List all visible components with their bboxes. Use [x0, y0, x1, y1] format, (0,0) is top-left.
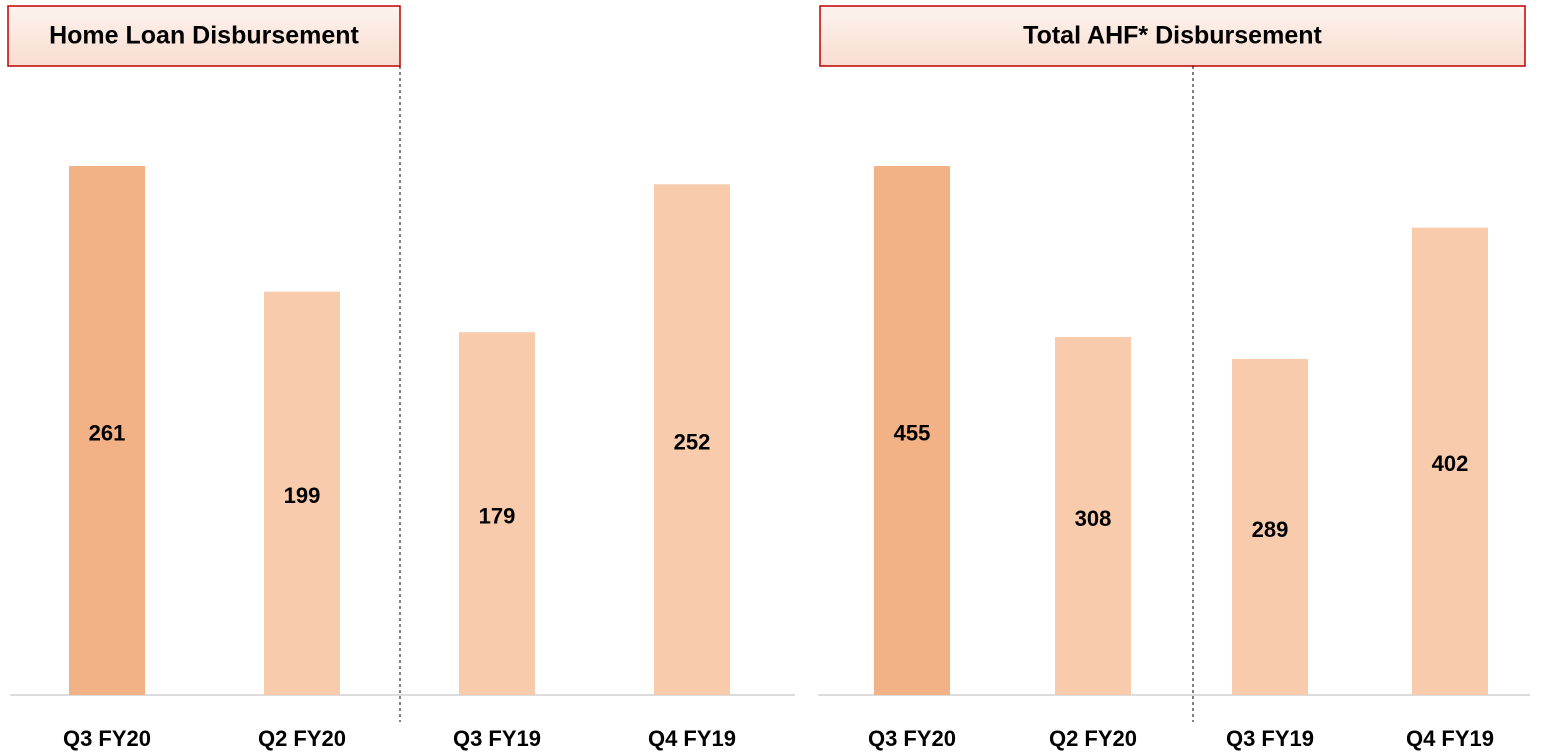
- bar: [874, 166, 950, 695]
- value-label: 261: [89, 420, 126, 445]
- value-label: 289: [1252, 517, 1289, 542]
- bar: [459, 332, 535, 695]
- bar: [654, 184, 730, 695]
- bar: [1412, 227, 1488, 695]
- value-label: 252: [674, 429, 711, 454]
- bar: [1055, 336, 1131, 695]
- bar: [69, 166, 145, 695]
- chart-title: Total AHF* Disbursement: [1023, 22, 1322, 50]
- value-label: 402: [1432, 451, 1469, 476]
- value-label: 199: [284, 483, 321, 508]
- bar: [1232, 358, 1308, 695]
- value-label: 455: [894, 420, 931, 445]
- bar: [264, 291, 340, 695]
- chart-title: Home Loan Disbursement: [49, 22, 359, 50]
- x-tick-label: Q2 FY20: [258, 726, 346, 751]
- x-tick-label: Q3 FY19: [453, 726, 541, 751]
- x-tick-label: Q3 FY20: [868, 726, 956, 751]
- value-label: 308: [1075, 506, 1112, 531]
- x-tick-label: Q2 FY20: [1049, 726, 1137, 751]
- x-tick-label: Q3 FY20: [63, 726, 151, 751]
- title-box: [7, 5, 401, 67]
- title-box: [819, 5, 1526, 67]
- x-tick-label: Q4 FY19: [1406, 726, 1494, 751]
- x-tick-label: Q3 FY19: [1226, 726, 1314, 751]
- value-label: 179: [479, 503, 516, 528]
- x-tick-label: Q4 FY19: [648, 726, 736, 751]
